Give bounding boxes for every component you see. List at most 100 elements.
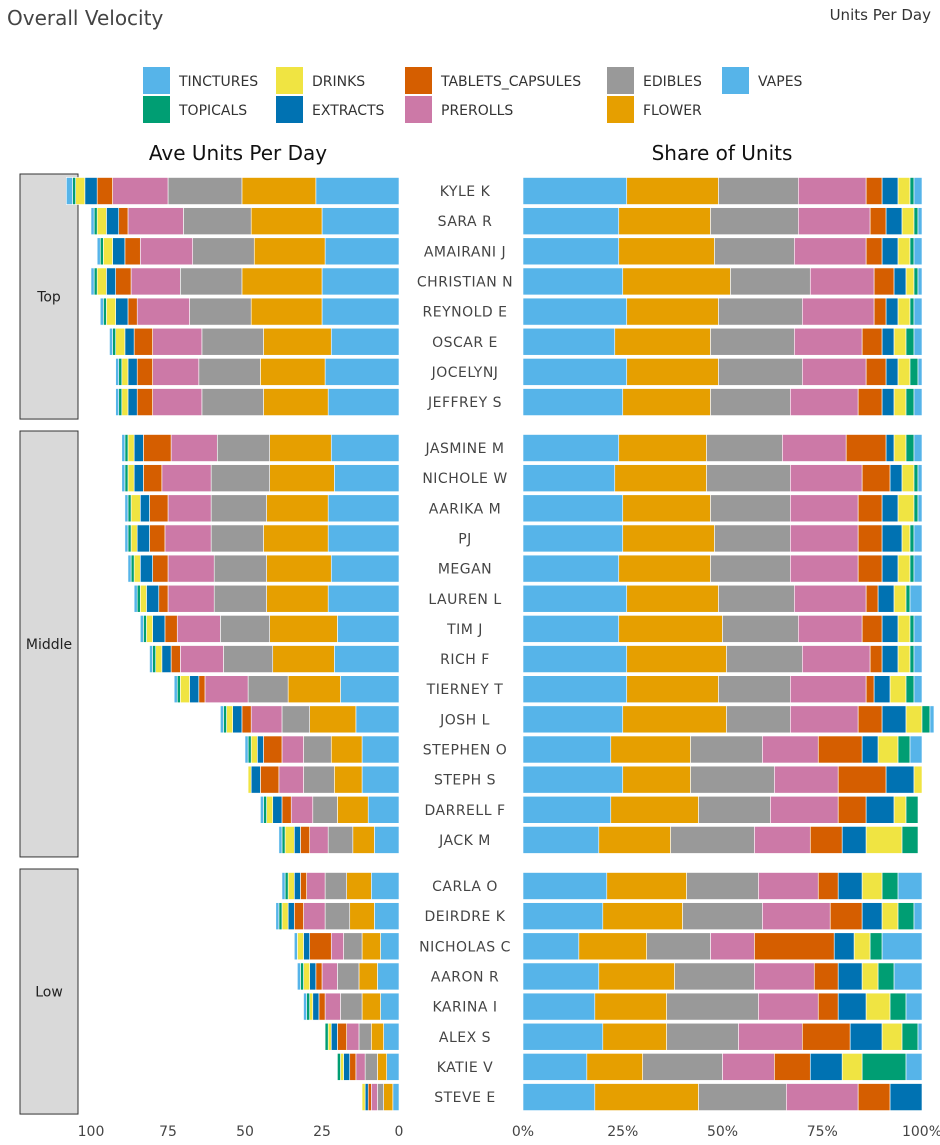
panel-title-right: Share of Units (652, 141, 793, 165)
bar-left-prerolls (161, 464, 212, 492)
bar-left-prerolls (290, 795, 314, 824)
bar-left-extracts (136, 524, 150, 553)
bar-left-edibles (216, 434, 270, 462)
bar-right-tinctures (893, 962, 923, 991)
bar-left-drinks (297, 932, 304, 961)
bar-left-edibles (180, 267, 243, 296)
bar-right-prerolls (790, 705, 859, 734)
bar-left-drinks (139, 584, 147, 613)
bar-left-extracts (309, 962, 317, 991)
bar-right-tablets_capsules (837, 765, 887, 794)
bar-right-edibles (706, 464, 791, 492)
bar-left-drinks (155, 645, 163, 673)
bar-right-tablets_capsules (869, 645, 883, 673)
bar-left-vapes (370, 872, 400, 900)
bar-right-vapes (522, 902, 604, 930)
bar-left-flower (263, 388, 329, 416)
bar-right-prerolls (801, 358, 867, 386)
bar-right-edibles (726, 705, 791, 734)
bar-left-extracts (127, 358, 138, 386)
bar-left-prerolls (180, 645, 224, 673)
bar-left-prerolls (355, 1053, 366, 1081)
bar-left-topicals (284, 872, 289, 900)
bar-left-tinctures (278, 826, 283, 854)
bar-right-tinctures (881, 932, 923, 961)
bar-left-vapes (367, 795, 400, 824)
bar-left-prerolls (321, 962, 338, 991)
bar-right-edibles (718, 297, 803, 326)
bar-right-extracts (893, 267, 907, 296)
bar-right-vapes (522, 464, 616, 492)
bar-left-flower (263, 524, 329, 553)
bar-left-tinctures (127, 554, 132, 583)
bar-right-edibles (718, 584, 795, 613)
bar-left-drinks (121, 388, 129, 416)
bar-left-vapes (327, 388, 400, 416)
name-label: JACK M (438, 833, 491, 849)
bar-right-edibles (710, 388, 791, 416)
bar-right-extracts (889, 1083, 923, 1111)
bar-right-extracts (881, 494, 899, 523)
bar-left-prerolls (127, 207, 184, 235)
bar-left-extracts (257, 735, 264, 764)
bar-right-vapes (522, 494, 624, 523)
bar-right-topicals (909, 645, 915, 673)
bar-right-vapes (522, 826, 600, 854)
bar-right-prerolls (801, 297, 875, 326)
bar-left-extracts (250, 765, 261, 794)
bar-left-topicals (337, 1053, 341, 1081)
bar-left-tablets_capsules (143, 464, 163, 492)
bar-left-drinks (284, 826, 295, 854)
bar-left-prerolls (170, 434, 218, 462)
bar-right-tablets_capsules (857, 388, 883, 416)
bar-right-edibles (686, 872, 759, 900)
bar-left-extracts (272, 795, 283, 824)
bar-right-prerolls (798, 177, 867, 205)
bar-right-prerolls (790, 675, 867, 704)
bar-left-extracts (293, 872, 301, 900)
bar-right-drinks (897, 297, 911, 326)
x-tick-label-right: 75% (807, 1124, 838, 1140)
bar-right-tinctures (913, 327, 923, 356)
bar-left-flower (269, 464, 335, 492)
bar-right-topicals (901, 1022, 919, 1051)
bar-right-tinctures (913, 434, 923, 462)
bar-right-vapes (522, 735, 612, 764)
bar-right-tablets_capsules (845, 434, 887, 462)
bar-right-tinctures (917, 267, 923, 296)
bar-left-vapes (374, 902, 400, 930)
bar-right-vapes (522, 765, 624, 794)
bar-left-tinctures (115, 358, 120, 386)
bar-right-edibles (722, 615, 799, 643)
bar-left-edibles (343, 932, 363, 961)
bar-left-tablets_capsules (300, 826, 310, 854)
bar-right-drinks (893, 434, 907, 462)
bar-left-extracts (161, 645, 172, 673)
bar-left-drinks (303, 962, 310, 991)
bar-left-tinctures (96, 237, 101, 266)
bar-right-vapes (522, 297, 628, 326)
bar-right-flower (598, 962, 675, 991)
bar-left-edibles (210, 464, 270, 492)
bar-right-topicals (913, 207, 919, 235)
bar-right-vapes (522, 872, 608, 900)
bar-right-topicals (905, 584, 911, 613)
name-label: JEFFREY S (427, 395, 502, 411)
bar-left-tinctures (124, 524, 129, 553)
bar-left-topicals (324, 1022, 329, 1051)
bar-right-flower (622, 388, 711, 416)
bar-right-tinctures (917, 358, 923, 386)
name-label: CARLA O (432, 879, 498, 895)
bar-right-drinks (865, 992, 891, 1021)
legend-label: TINCTURES (178, 74, 258, 90)
bar-left-prerolls (136, 297, 190, 326)
bar-left-extracts (127, 388, 138, 416)
legend-label: FLOWER (643, 103, 702, 119)
bar-left-tablets_capsules (281, 795, 292, 824)
bar-left-extracts (139, 554, 153, 583)
bar-right-tinctures (913, 554, 923, 583)
bar-right-drinks (901, 524, 911, 553)
bar-left-edibles (303, 765, 335, 794)
bar-left-tablets_capsules (127, 297, 138, 326)
bar-left-topicals (112, 327, 116, 356)
